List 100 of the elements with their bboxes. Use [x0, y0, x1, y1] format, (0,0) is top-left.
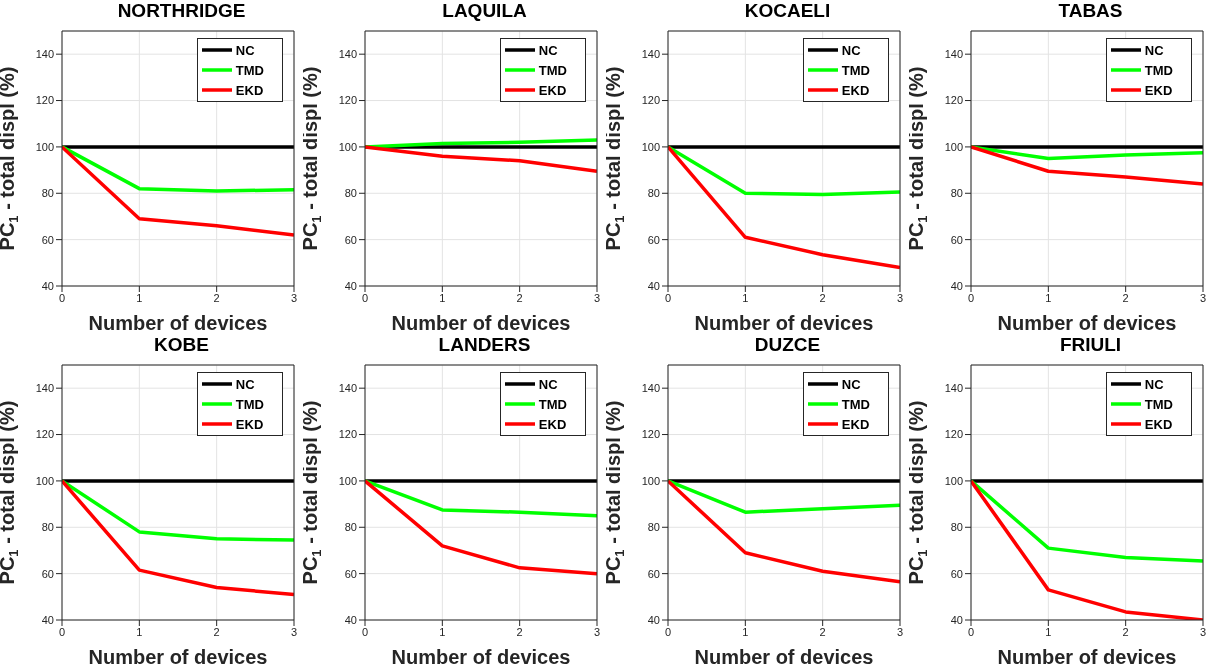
y-tick-label: 80	[950, 187, 963, 200]
y-tick-label: 140	[944, 48, 963, 61]
x-tick-label: 2	[1122, 291, 1129, 304]
chart-title: LANDERS	[437, 334, 532, 357]
legend-label: NC	[235, 42, 256, 58]
x-tick-label: 3	[1199, 625, 1207, 638]
x-tick-label: 1	[742, 625, 749, 638]
y-tick-label: 100	[338, 474, 357, 487]
y-tick-label: 120	[944, 94, 963, 107]
line-series	[668, 479, 900, 514]
line-series	[668, 145, 900, 197]
y-tick-label: 40	[647, 279, 660, 292]
y-tick-label: 100	[641, 474, 660, 487]
y-tick-label: 40	[950, 613, 963, 626]
y-tick-label: 100	[338, 140, 357, 153]
line-series	[668, 479, 900, 584]
line-series	[62, 145, 294, 193]
y-tick-label: 60	[344, 567, 357, 580]
legend-label: TMD	[1144, 62, 1174, 78]
y-tick-label: 60	[344, 233, 357, 246]
x-tick-label: 2	[213, 291, 220, 304]
line-series	[971, 479, 1203, 563]
x-axis-title: Number of devices	[694, 646, 874, 668]
legend-label: NC	[841, 42, 862, 58]
x-tick-label: 0	[664, 625, 672, 638]
x-axis-title: Number of devices	[88, 312, 268, 334]
legend-label: EKD	[1144, 416, 1174, 432]
x-tick-label: 1	[439, 291, 446, 304]
line-series	[62, 479, 294, 542]
x-tick-label: 2	[819, 291, 826, 304]
y-tick-label: 40	[344, 613, 357, 626]
chart-title: FRIULI	[1058, 334, 1123, 357]
y-tick-label: 80	[41, 187, 54, 200]
y-tick-label: 80	[647, 521, 660, 534]
x-tick-label: 3	[1199, 291, 1207, 304]
line-series	[971, 145, 1203, 161]
x-tick-label: 3	[896, 625, 904, 638]
y-tick-label: 140	[641, 382, 660, 395]
x-tick-label: 1	[1045, 625, 1052, 638]
chart-title: TABAS	[1057, 0, 1124, 23]
y-tick-label: 80	[950, 521, 963, 534]
line-series	[365, 138, 597, 149]
y-tick-label: 100	[35, 140, 54, 153]
x-tick-label: 0	[967, 625, 975, 638]
y-tick-label: 40	[41, 279, 54, 292]
y-tick-label: 60	[647, 233, 660, 246]
chart-title: KOBE	[153, 334, 210, 357]
y-tick-label: 60	[950, 567, 963, 580]
legend-label: EKD	[538, 82, 568, 98]
y-tick-label: 120	[641, 94, 660, 107]
y-tick-label: 120	[35, 428, 54, 441]
line-series	[365, 145, 597, 173]
y-tick-label: 40	[647, 613, 660, 626]
y-tick-label: 100	[35, 474, 54, 487]
x-tick-label: 1	[439, 625, 446, 638]
x-tick-label: 0	[664, 291, 672, 304]
legend-label: TMD	[1144, 396, 1174, 412]
legend-label: NC	[841, 376, 862, 392]
legend-label: EKD	[1144, 82, 1174, 98]
legend-label: NC	[538, 376, 559, 392]
chart-title: DUZCE	[753, 334, 822, 357]
x-tick-label: 3	[290, 625, 298, 638]
chart-title: KOCAELI	[743, 0, 832, 23]
legend-label: EKD	[841, 82, 871, 98]
line-series	[668, 145, 900, 270]
y-tick-label: 60	[41, 567, 54, 580]
y-tick-label: 40	[41, 613, 54, 626]
y-tick-label: 60	[647, 567, 660, 580]
y-tick-label: 100	[944, 140, 963, 153]
x-axis-title: Number of devices	[391, 646, 571, 668]
chart-title: LAQUILA	[441, 0, 528, 23]
legend-label: NC	[538, 42, 559, 58]
x-tick-label: 0	[361, 291, 369, 304]
x-axis-title: Number of devices	[88, 646, 268, 668]
chart-title: NORTHRIDGE	[116, 0, 247, 23]
y-tick-label: 40	[344, 279, 357, 292]
x-tick-label: 3	[593, 291, 601, 304]
line-series	[62, 145, 294, 237]
line-series	[365, 479, 597, 518]
x-tick-label: 3	[593, 625, 601, 638]
y-tick-label: 120	[35, 94, 54, 107]
x-axis-title: Number of devices	[997, 646, 1177, 668]
legend-label: NC	[235, 376, 256, 392]
legend-label: TMD	[235, 62, 265, 78]
y-tick-label: 120	[641, 428, 660, 441]
y-tick-label: 140	[35, 382, 54, 395]
legend-label: NC	[1144, 376, 1165, 392]
y-tick-label: 80	[41, 521, 54, 534]
legend-label: EKD	[538, 416, 568, 432]
legend-label: NC	[1144, 42, 1165, 58]
legend-label: TMD	[538, 62, 568, 78]
line-series	[365, 479, 597, 576]
legend-label: EKD	[841, 416, 871, 432]
x-tick-label: 2	[1122, 625, 1129, 638]
legend-label: TMD	[538, 396, 568, 412]
x-tick-label: 1	[136, 625, 143, 638]
y-tick-label: 120	[944, 428, 963, 441]
y-tick-label: 140	[35, 48, 54, 61]
x-tick-label: 0	[967, 291, 975, 304]
x-tick-label: 2	[213, 625, 220, 638]
